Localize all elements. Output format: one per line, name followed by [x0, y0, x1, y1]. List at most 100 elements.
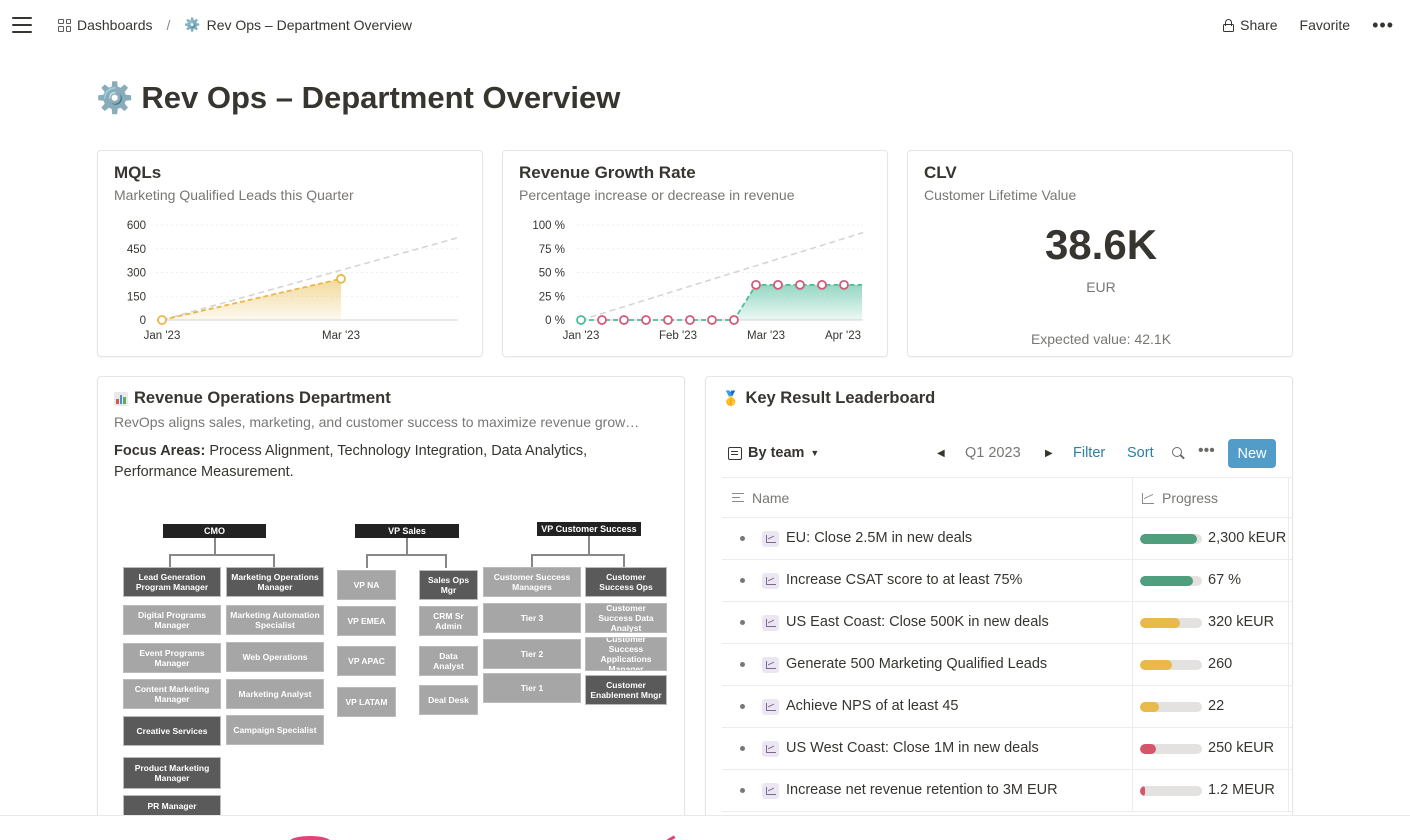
favorite-button[interactable]: Favorite	[1300, 17, 1351, 33]
org-node: Deal Desk	[419, 685, 478, 715]
data-point	[577, 316, 585, 324]
row-name: Achieve NPS of at least 45	[786, 698, 959, 714]
next-period-icon[interactable]: ▶	[1045, 448, 1053, 459]
bullet-icon	[740, 620, 745, 625]
data-point	[818, 281, 826, 289]
data-point	[620, 316, 628, 324]
table-header: Name Progress	[722, 477, 1293, 518]
more-options-icon[interactable]: •••	[1198, 442, 1215, 460]
bullet-icon	[740, 704, 745, 709]
row-name: US East Coast: Close 500K in new deals	[786, 614, 1049, 630]
table-icon	[728, 447, 742, 460]
y-tick-label: 100 %	[532, 220, 565, 232]
prev-period-icon[interactable]: ◀	[937, 448, 945, 459]
column-header-progress-label: Progress	[1162, 490, 1218, 506]
lock-icon	[1223, 19, 1234, 32]
key-result-icon	[762, 657, 779, 673]
breadcrumb-separator: /	[167, 17, 171, 33]
menu-icon[interactable]	[12, 17, 32, 33]
row-name: US West Coast: Close 1M in new deals	[786, 740, 1039, 756]
org-head-vp-cs: VP Customer Success	[537, 522, 641, 536]
data-point	[664, 316, 672, 324]
data-point	[158, 316, 166, 324]
table-row[interactable]: Generate 500 Marketing Qualified Leads 26…	[722, 644, 1293, 686]
breadcrumb-root-label: Dashboards	[77, 17, 153, 33]
progress-bar	[1140, 576, 1202, 586]
table-row[interactable]: US West Coast: Close 1M in new deals 250 …	[722, 728, 1293, 770]
table-row[interactable]: Achieve NPS of at least 45 22	[722, 686, 1293, 728]
mql-card: MQLs Marketing Qualified Leads this Quar…	[97, 150, 483, 357]
progress-value: 320 kEUR	[1208, 614, 1274, 630]
medal-icon: 🥇	[722, 390, 739, 407]
key-result-icon	[762, 741, 779, 757]
org-node: Creative Services	[123, 716, 221, 746]
progress-value: 22	[1208, 698, 1224, 714]
progress-value: 1.2 MEUR	[1208, 782, 1275, 798]
decorative-shape	[667, 835, 677, 840]
page-title-text: Rev Ops – Department Overview	[141, 80, 620, 116]
department-card: Revenue Operations Department RevOps ali…	[97, 376, 685, 836]
org-connector	[531, 554, 533, 568]
column-header-progress[interactable]: Progress	[1142, 490, 1218, 506]
grid-icon	[58, 19, 71, 32]
gear-icon: ⚙️	[96, 81, 133, 116]
table-row[interactable]: EU: Close 2.5M in new deals 2,300 kEUR	[722, 518, 1293, 560]
org-connector	[588, 536, 590, 554]
x-tick-label: Apr '23	[825, 330, 861, 342]
card-subtitle: Customer Lifetime Value	[924, 187, 1076, 203]
progress-value: 2,300 kEUR	[1208, 530, 1286, 546]
org-connector	[214, 538, 216, 554]
y-tick-label: 0	[140, 315, 146, 327]
org-node: VP EMEA	[337, 606, 396, 636]
key-result-icon	[762, 573, 779, 589]
data-point	[708, 316, 716, 324]
x-tick-label: Jan '23	[563, 330, 600, 342]
column-header-name[interactable]: Name	[732, 490, 789, 506]
sort-button[interactable]: Sort	[1127, 445, 1154, 461]
org-node: Web Operations	[226, 642, 324, 672]
share-label: Share	[1240, 17, 1277, 33]
more-options-icon[interactable]: •••	[1372, 16, 1394, 34]
row-name: Generate 500 Marketing Qualified Leads	[786, 656, 1047, 672]
org-node: VP APAC	[337, 646, 396, 676]
progress-bar	[1140, 534, 1202, 544]
org-connector	[623, 554, 625, 568]
bullet-icon	[740, 746, 745, 751]
leaderboard-title-text: Key Result Leaderboard	[745, 389, 935, 408]
org-connector	[445, 554, 447, 568]
search-icon[interactable]	[1172, 447, 1185, 460]
progress-bar	[1140, 786, 1202, 796]
bullet-icon	[740, 662, 745, 667]
org-node: Tier 1	[483, 673, 581, 703]
org-head-vp-sales: VP Sales	[355, 524, 459, 538]
breadcrumb-current-page[interactable]: ⚙️ Rev Ops – Department Overview	[180, 15, 416, 35]
view-selector[interactable]: By team ▼	[728, 445, 819, 461]
data-point	[752, 281, 760, 289]
org-node: Customer Success Managers	[483, 567, 581, 597]
share-button[interactable]: Share	[1223, 17, 1277, 33]
progress-bar	[1140, 618, 1202, 628]
table-row[interactable]: Increase CSAT score to at least 75% 67 %	[722, 560, 1293, 602]
x-tick-label: Mar '23	[322, 330, 360, 342]
org-node: Tier 3	[483, 603, 581, 633]
table-row[interactable]: US East Coast: Close 500K in new deals 32…	[722, 602, 1293, 644]
org-node: Marketing Operations Manager	[226, 567, 324, 597]
key-result-icon	[762, 531, 779, 547]
org-head-cmo: CMO	[163, 524, 266, 538]
new-button[interactable]: New	[1228, 439, 1276, 468]
gear-icon: ⚙️	[184, 17, 200, 33]
org-connector	[531, 554, 624, 556]
breadcrumb-dashboards[interactable]: Dashboards	[54, 15, 157, 35]
y-tick-label: 300	[127, 268, 146, 280]
key-result-icon	[762, 699, 779, 715]
bullet-icon	[740, 536, 745, 541]
org-connector	[366, 554, 368, 568]
clv-card: CLV Customer Lifetime Value 38.6K EUR Ex…	[907, 150, 1293, 357]
table-row[interactable]: Increase net revenue retention to 3M EUR…	[722, 770, 1293, 812]
filter-button[interactable]: Filter	[1073, 445, 1105, 461]
org-node: Customer Enablement Mngr	[585, 675, 667, 705]
org-connector	[169, 554, 171, 568]
org-node: Digital Programs Manager	[123, 605, 221, 635]
org-node: CRM Sr Admin	[419, 606, 478, 636]
y-tick-label: 75 %	[539, 244, 565, 256]
